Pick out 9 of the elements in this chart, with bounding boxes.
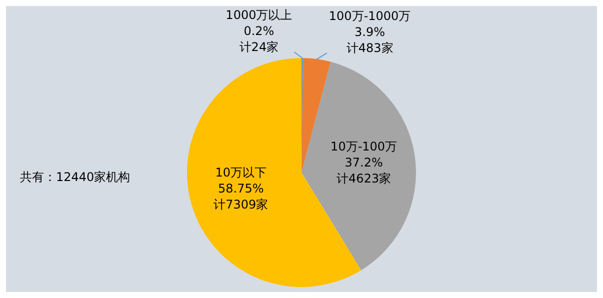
slice-label: 100万-1000万	[328, 9, 411, 24]
slice-label: 10万-100万	[330, 140, 398, 154]
data-label: 58.75% 计7309家	[214, 182, 268, 212]
text: 共有：12440家机构	[20, 170, 130, 184]
data-label: 0.2% 计24家	[239, 24, 279, 54]
data-label: 3.9% 计483家	[346, 25, 394, 56]
data-label: 37.2% 计4623家	[336, 156, 392, 186]
slice-label: 1000万以上	[226, 8, 292, 22]
slice-label: 10万以下	[215, 166, 267, 180]
